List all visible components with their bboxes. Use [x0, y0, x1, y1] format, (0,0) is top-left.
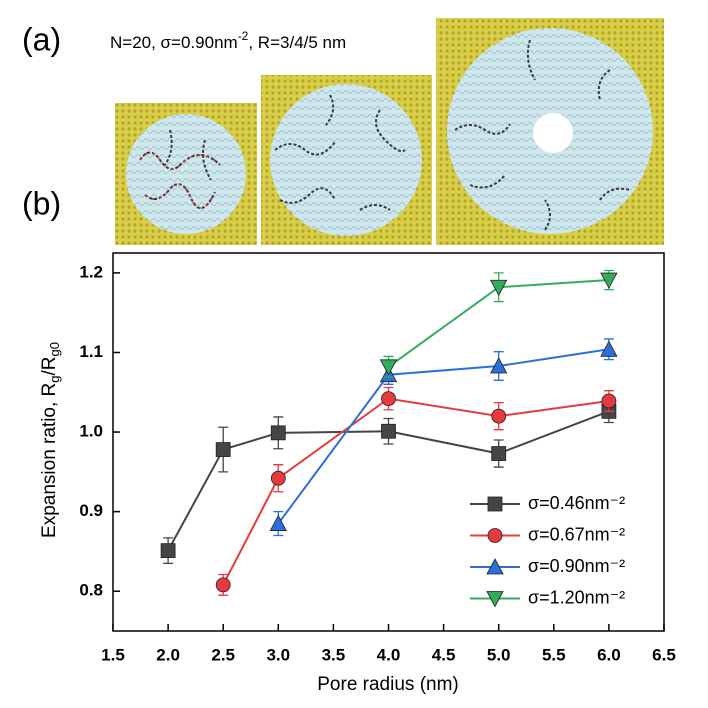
x-tick-label: 3.0	[266, 645, 290, 664]
x-tick-label: 4.0	[377, 645, 401, 664]
y-tick-label: 1.1	[79, 342, 103, 361]
x-tick-label: 2.5	[211, 645, 235, 664]
x-tick-label: 5.5	[542, 645, 566, 664]
y-label-subscript: g0	[47, 342, 62, 356]
annotation: N=20, σ=0.90nm-2, R=3/4/5 nm	[110, 29, 346, 52]
y-label-part: /R	[39, 356, 60, 375]
marker	[270, 425, 286, 441]
y-tick-label: 1.2	[79, 262, 103, 281]
legend-entry: σ=0.90nm⁻²	[470, 556, 625, 576]
legend-label: σ=0.67nm⁻²	[528, 524, 625, 544]
y-label-subscript: g	[47, 375, 62, 382]
legend-marker	[486, 558, 504, 575]
legend-entry: σ=1.20nm⁻²	[470, 587, 625, 608]
x-tick-label: 6.0	[597, 645, 621, 664]
x-tick-label: 5.0	[487, 645, 511, 664]
annotation-part: , R=3/4/5 nm	[248, 33, 346, 52]
marker	[490, 357, 508, 374]
legend-marker	[487, 528, 503, 543]
legend-marker	[486, 591, 504, 608]
legend-marker	[487, 496, 503, 512]
series	[379, 269, 618, 378]
legend-label: σ=0.90nm⁻²	[528, 556, 625, 576]
series	[269, 338, 618, 537]
x-tick-label: 2.0	[156, 645, 180, 664]
marker	[269, 514, 287, 531]
marker	[160, 543, 176, 559]
x-tick-label: 1.5	[101, 645, 125, 664]
marker	[379, 359, 398, 376]
x-tick-label: 3.5	[322, 645, 346, 664]
y-tick-label: 0.8	[79, 581, 103, 600]
x-axis-label: Pore radius (nm)	[317, 674, 459, 695]
marker	[491, 446, 507, 461]
y-label-part: Expansion ratio, R	[39, 383, 60, 538]
marker	[490, 279, 508, 297]
marker	[270, 470, 286, 486]
panel-label: (b)	[22, 185, 61, 221]
y-tick-label: 0.9	[79, 501, 103, 520]
line	[167, 410, 610, 552]
legend-label: σ=1.20nm⁻²	[528, 587, 625, 607]
legend-entry: σ=0.67nm⁻²	[470, 524, 625, 544]
annotation-superscript: -2	[238, 29, 249, 43]
marker	[600, 340, 618, 357]
annotation-part: N=20, σ=0.90nm	[110, 33, 238, 52]
legend-entry: σ=0.46nm⁻²	[470, 493, 625, 513]
series	[215, 386, 617, 596]
legend-label: σ=0.46nm⁻²	[528, 493, 625, 513]
marker	[491, 408, 507, 424]
y-tick-label: 1.0	[79, 422, 103, 441]
x-tick-label: 4.5	[432, 645, 456, 664]
line	[277, 348, 610, 525]
marker	[215, 442, 231, 457]
snapshots	[115, 18, 664, 245]
marker	[215, 577, 231, 593]
x-tick-label: 6.5	[652, 645, 676, 664]
y-axis-label: Expansion ratio, Rg/Rg0	[39, 342, 62, 538]
marker	[601, 393, 617, 409]
panel-label: (a)	[22, 21, 61, 57]
marker	[381, 391, 396, 407]
marker	[381, 423, 396, 439]
marker	[600, 272, 618, 289]
